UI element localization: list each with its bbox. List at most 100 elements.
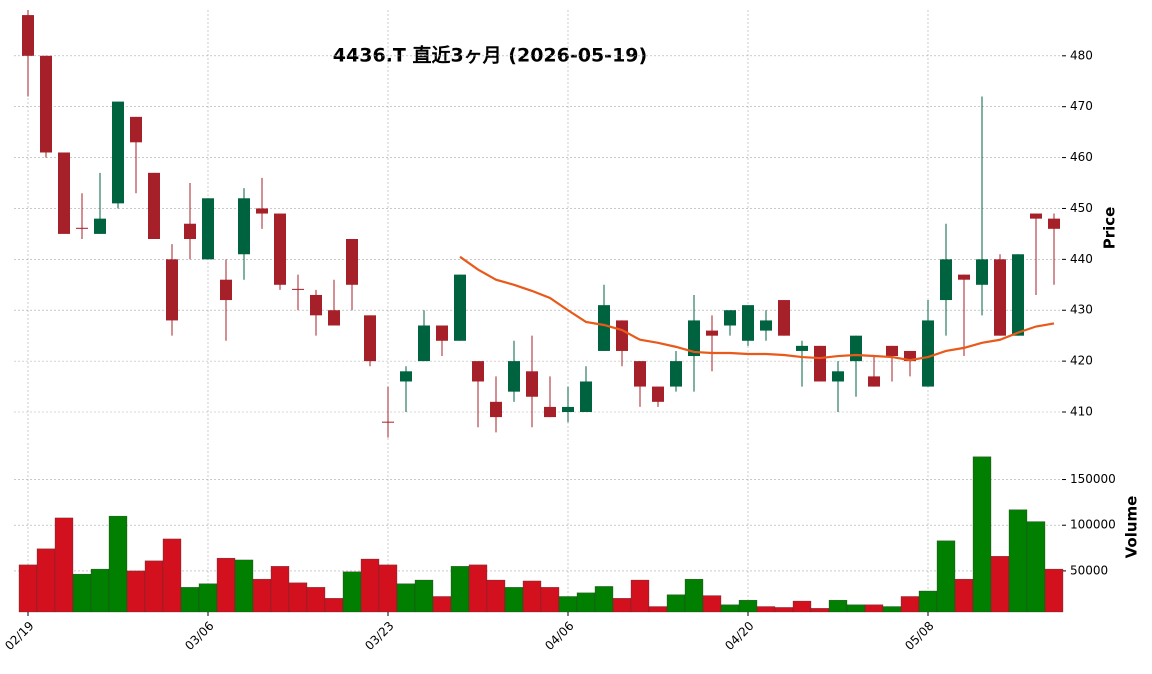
candle-body [490, 401, 502, 418]
candle-body [58, 152, 70, 234]
volume-bar [576, 592, 596, 613]
volume-bar [216, 557, 236, 613]
candle-body [562, 406, 574, 413]
candle-body [598, 305, 610, 351]
volume-bar [756, 606, 776, 613]
y-axis-label: Price [1101, 207, 1119, 250]
candle-body [184, 223, 196, 239]
volume-bar [396, 583, 416, 613]
candle-body [616, 320, 628, 351]
volume-bar [504, 587, 524, 613]
y-tick-label: 430 [1070, 303, 1093, 317]
candle-body [544, 406, 556, 418]
candle-body [256, 208, 268, 214]
volume-bar [198, 583, 218, 613]
candle-body [400, 371, 412, 382]
candle-body [670, 361, 682, 387]
volume-bar [918, 590, 938, 613]
candle-body [220, 279, 232, 301]
volume-bar [612, 598, 632, 613]
y-tick-label: 150000 [1070, 472, 1116, 486]
y-axis-label: Volume [1123, 496, 1141, 559]
candle-body [292, 288, 304, 290]
volume-bar [810, 608, 830, 613]
candle-body [454, 274, 466, 341]
volume-bar [666, 594, 686, 613]
volume-bar [468, 564, 488, 613]
candle-body [706, 330, 718, 336]
volume-bar [360, 558, 380, 613]
candle-body [346, 238, 358, 285]
candle-body [958, 274, 970, 280]
volume-bar [234, 559, 254, 613]
candle-body [688, 320, 700, 357]
volume-bar [144, 560, 164, 613]
volume-bar [702, 595, 722, 613]
candle-body [634, 361, 646, 387]
moving-average-line [459, 255, 1055, 362]
candle-body [850, 335, 862, 362]
x-tick-label: 05/08 [902, 619, 936, 653]
candle-body [76, 227, 88, 229]
candle-body [652, 386, 664, 402]
volume-bar [1026, 521, 1046, 613]
candle-body [1012, 254, 1024, 336]
volume-bar [414, 579, 434, 613]
y-tick-label: 100000 [1070, 518, 1116, 532]
volume-bar [126, 570, 146, 613]
volume-bar [684, 578, 704, 613]
candle-body [238, 198, 250, 255]
volume-bar [774, 607, 794, 613]
candle-body [94, 218, 106, 234]
volume-bar [936, 540, 956, 613]
candle-body [148, 172, 160, 239]
candle-body [904, 350, 916, 362]
volume-bar [972, 456, 992, 613]
y-tick-label: 440 [1070, 252, 1093, 266]
volume-bar [324, 598, 344, 613]
candle-body [40, 55, 52, 153]
volume-bar [630, 579, 650, 613]
candle-body [112, 101, 124, 204]
chart-title: 4436.T 直近3ヶ月 (2026-05-19) [333, 44, 647, 67]
x-tick-label: 04/06 [542, 619, 576, 653]
candle-body [868, 376, 880, 387]
volume-bar [792, 600, 812, 613]
candle-body [382, 421, 394, 423]
volume-bar [864, 604, 884, 613]
candle-body [814, 345, 826, 382]
candle-body [760, 320, 772, 331]
volume-bar [954, 578, 974, 613]
x-tick-label: 04/20 [722, 619, 756, 653]
candle-body [1048, 218, 1060, 229]
volume-bar [648, 606, 668, 613]
y-tick-label: 450 [1070, 201, 1093, 215]
volume-bar [378, 564, 398, 613]
volume-bar [342, 571, 362, 613]
x-tick-label: 03/06 [182, 619, 216, 653]
x-tick-label: 02/19 [2, 619, 36, 653]
candle-body [832, 371, 844, 382]
candle-body [508, 361, 520, 392]
candle-body [166, 259, 178, 321]
volume-bar [36, 548, 56, 613]
y-tick-label: 410 [1070, 405, 1093, 419]
volume-bar [108, 515, 128, 613]
volume-bar [54, 517, 74, 613]
volume-bar [990, 556, 1010, 613]
volume-bar [900, 596, 920, 613]
candle-body [22, 15, 34, 56]
candle-body [328, 310, 340, 326]
volume-bar [594, 586, 614, 613]
candle-body [472, 361, 484, 382]
candle-body [778, 300, 790, 336]
candle-body [922, 320, 934, 387]
volume-bar [558, 596, 578, 613]
volume-bar [162, 538, 182, 613]
y-tick-label: 480 [1070, 48, 1093, 62]
candle-body [418, 325, 430, 362]
volume-bar [522, 580, 542, 613]
candle-body [580, 381, 592, 413]
volume-bar [738, 599, 758, 613]
candle-body [274, 213, 286, 285]
